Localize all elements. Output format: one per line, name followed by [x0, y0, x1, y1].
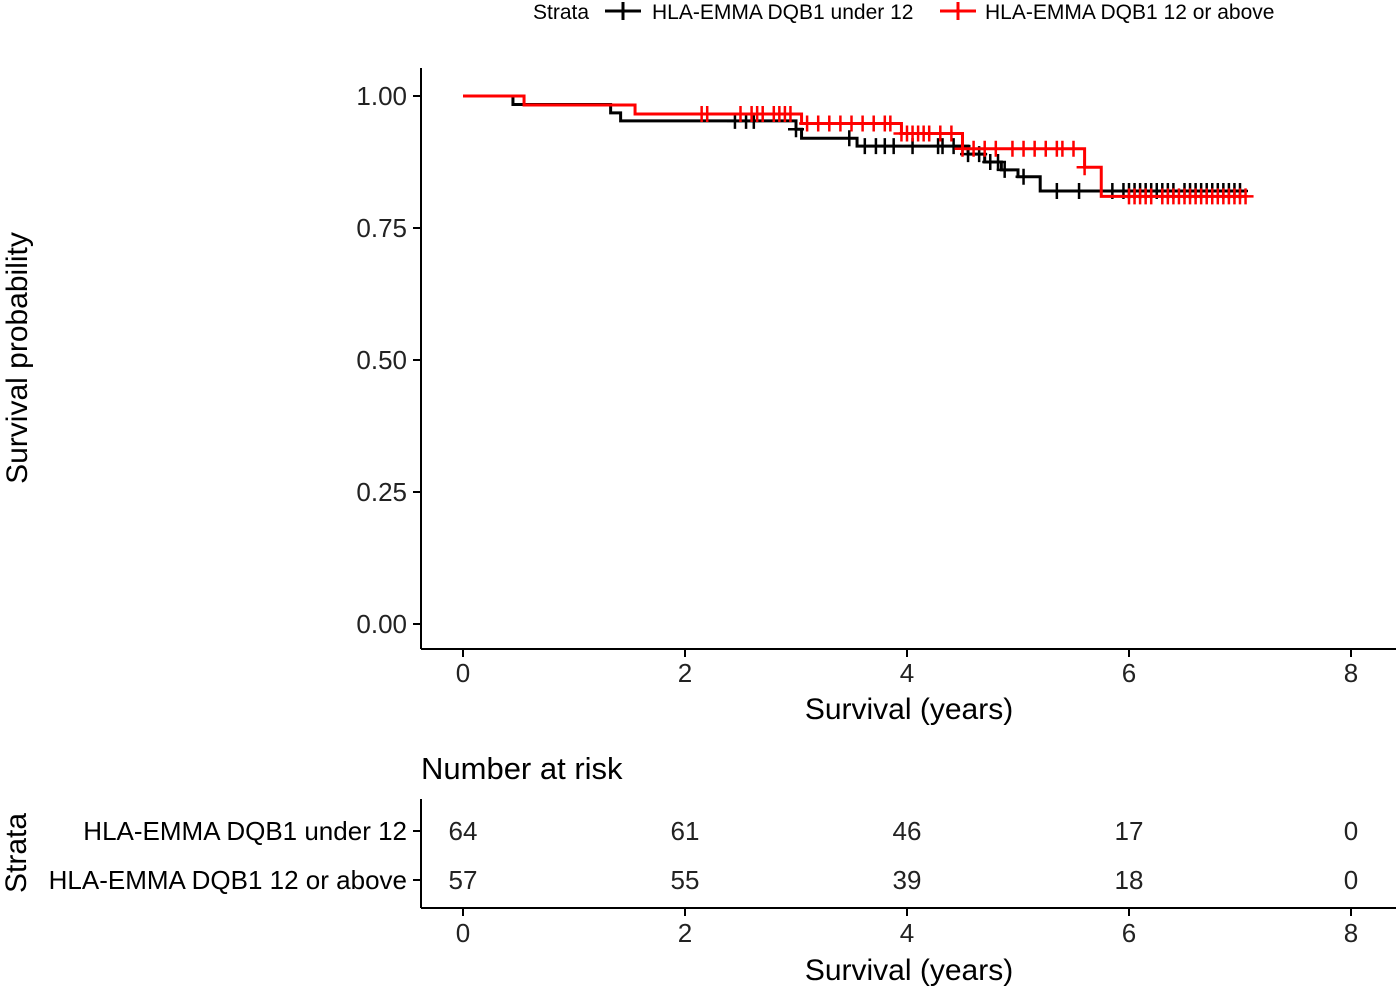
survival-curve-hla-emma-dqb1-under-12 [463, 94, 1246, 193]
risk-count-hla-emma-dqb1-12-or-above: 18 [1115, 865, 1144, 895]
risk-table-row-ticks [413, 830, 421, 881]
x-tick-label: 2 [678, 658, 692, 688]
risk-count-hla-emma-dqb1-12-or-above: 0 [1344, 865, 1358, 895]
y-tick-label: 1.00 [356, 81, 407, 111]
risk-count-hla-emma-dqb1-12-or-above: 55 [671, 865, 700, 895]
censor-mark [987, 140, 1004, 157]
risk-table-strata-label: Strata [0, 813, 33, 893]
risk-x-tick-label: 4 [900, 918, 914, 948]
legend-key-12-or-above [940, 2, 976, 20]
risk-x-tick-label: 0 [456, 918, 470, 948]
x-tick-label: 8 [1344, 658, 1358, 688]
legend-label-12-or-above: HLA-EMMA DQB1 12 or above [985, 1, 1274, 24]
censor-mark [1071, 183, 1088, 200]
risk-x-tick-label: 8 [1344, 918, 1358, 948]
legend-key-glyph [605, 2, 641, 20]
y-axis-title: Survival probability [1, 232, 34, 484]
censor-mark [782, 105, 799, 122]
risk-table-x-ticks: 0 2 4 6 8 [456, 908, 1358, 948]
x-axis-title: Survival (years) [805, 693, 1013, 726]
x-axis-ticks: 0 2 4 6 8 [456, 649, 1358, 688]
risk-table-x-axis-title: Survival (years) [805, 954, 1013, 987]
risk-row-label-hla-emma-dqb1-12-or-above: HLA-EMMA DQB1 12 or above [49, 865, 407, 895]
censor-mark [996, 161, 1013, 178]
legend-key-under-12 [605, 2, 641, 20]
y-tick-label: 0.50 [356, 345, 407, 375]
legend-label-under-12: HLA-EMMA DQB1 under 12 [652, 1, 913, 24]
x-tick-label: 0 [456, 658, 470, 688]
risk-count-hla-emma-dqb1-under-12: 0 [1344, 816, 1358, 846]
risk-count-hla-emma-dqb1-under-12: 46 [893, 816, 922, 846]
x-tick-label: 6 [1122, 658, 1136, 688]
censor-mark [745, 112, 762, 129]
censor-mark [1048, 183, 1065, 200]
risk-count-hla-emma-dqb1-under-12: 17 [1115, 816, 1144, 846]
risk-count-hla-emma-dqb1-12-or-above: 39 [893, 865, 922, 895]
legend-title: Strata [533, 1, 589, 24]
risk-table-rows: HLA-EMMA DQB1 under 12 64 61 46 17 0 HLA-EMMA … [49, 816, 1359, 895]
risk-x-tick-label: 2 [678, 918, 692, 948]
censor-mark [699, 105, 716, 122]
risk-count-hla-emma-dqb1-12-or-above: 57 [449, 865, 478, 895]
x-tick-label: 4 [900, 658, 914, 688]
legend: Strata HLA-EMMA DQB1 under 12 HLA-EMMA D… [533, 1, 1274, 24]
censor-mark [943, 125, 960, 142]
y-tick-label: 0.00 [356, 609, 407, 639]
risk-x-tick-label: 6 [1122, 918, 1136, 948]
censor-mark [1076, 159, 1093, 176]
survival-curves [463, 94, 1254, 205]
censor-mark [788, 121, 804, 138]
legend-key-glyph [940, 2, 976, 20]
y-tick-label: 0.25 [356, 477, 407, 507]
censor-mark [990, 154, 1007, 170]
censor-mark [1015, 168, 1032, 185]
y-axis-ticks: 0.00 0.25 0.50 0.75 1.00 [356, 81, 421, 639]
risk-count-hla-emma-dqb1-under-12: 61 [671, 816, 700, 846]
censor-mark [841, 130, 858, 147]
risk-row-label-hla-emma-dqb1-under-12: HLA-EMMA DQB1 under 12 [83, 816, 407, 846]
survival-plot: 0.00 0.25 0.50 0.75 1.00 0 2 4 6 8 Survival prob… [1, 68, 1396, 726]
y-tick-label: 0.75 [356, 213, 407, 243]
censor-mark [1237, 188, 1254, 205]
censor-mark [885, 138, 902, 155]
censor-mark [882, 115, 899, 132]
risk-count-hla-emma-dqb1-under-12: 64 [449, 816, 478, 846]
risk-table-title: Number at risk [421, 751, 623, 786]
censor-mark [1065, 140, 1082, 157]
